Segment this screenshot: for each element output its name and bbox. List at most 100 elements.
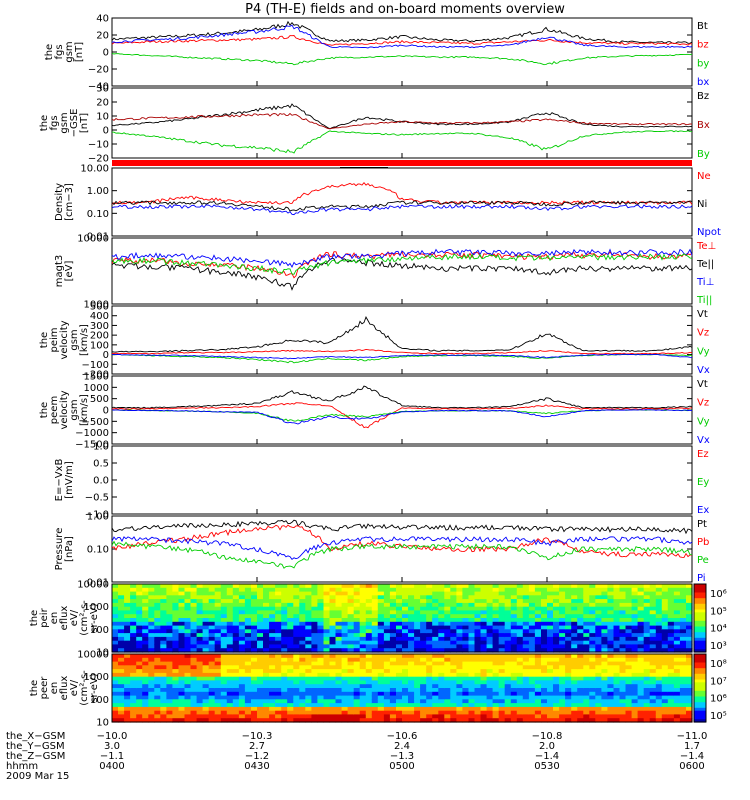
- spectrogram-cell: [607, 695, 614, 700]
- spectrogram-cell: [142, 606, 149, 612]
- spectrogram-cell: [172, 680, 179, 685]
- spectrogram-cell: [408, 718, 415, 723]
- spectrogram-cell: [329, 691, 337, 697]
- spectrogram-cell: [601, 672, 608, 678]
- spectrogram-cell: [124, 691, 131, 697]
- spectrogram-cell: [359, 633, 367, 638]
- spectrogram-cell: [251, 691, 258, 697]
- spectrogram-cell: [414, 684, 421, 689]
- spectrogram-cell: [420, 695, 427, 700]
- spectrogram-cell: [232, 648, 240, 653]
- spectrogram-cell: [281, 665, 288, 670]
- spectrogram-cell: [190, 691, 198, 697]
- spectrogram-cell: [377, 610, 385, 615]
- spectrogram-cell: [456, 672, 463, 678]
- spectrogram-cell: [377, 648, 385, 653]
- spectrogram-cell: [359, 688, 367, 693]
- spectrogram-cell: [148, 718, 155, 723]
- spectrogram-cell: [480, 610, 488, 615]
- spectrogram-cell: [420, 587, 427, 593]
- spectrogram-cell: [649, 636, 657, 642]
- spectrogram-cell: [468, 691, 476, 697]
- spectrogram-cell: [661, 691, 669, 697]
- spectrogram-cell: [492, 672, 500, 678]
- spectrogram-cell: [625, 614, 633, 619]
- spectrogram-cell: [553, 703, 560, 708]
- spectrogram-cell: [299, 648, 306, 653]
- spectrogram-cell: [118, 718, 125, 723]
- spectrogram-cell: [353, 714, 361, 719]
- spectrogram-cell: [365, 661, 373, 666]
- spectrogram-cell: [474, 640, 482, 646]
- colorbar-cell: [694, 615, 706, 619]
- spectrogram-cell: [154, 710, 161, 716]
- spectrogram-cell: [112, 665, 119, 670]
- spectrogram-cell: [408, 599, 415, 604]
- spectrogram-cell: [172, 691, 179, 697]
- spectrogram-cell: [577, 665, 584, 670]
- spectrogram-cell: [510, 618, 518, 623]
- spectrogram-cell: [414, 665, 421, 670]
- spectrogram-cell: [408, 648, 415, 653]
- spectrogram-cell: [492, 680, 500, 685]
- spectrogram-cell: [402, 661, 409, 666]
- spectrogram-cell: [577, 610, 584, 615]
- spectrogram-cell: [468, 633, 476, 638]
- spectrogram-cell: [450, 691, 457, 697]
- spectrogram-cell: [238, 710, 246, 716]
- spectrogram-cell: [480, 633, 488, 638]
- spectrogram-cell: [414, 625, 421, 630]
- spectrogram-cell: [305, 599, 312, 604]
- spectrogram-cell: [583, 640, 590, 646]
- spectrogram-cell: [577, 621, 584, 627]
- spectrogram-cell: [474, 695, 482, 700]
- spectrogram-cell: [269, 629, 276, 634]
- spectrogram-cell: [679, 621, 687, 627]
- spectrogram-cell: [220, 591, 228, 596]
- spectrogram-cell: [154, 636, 161, 642]
- spectrogram-cell: [226, 640, 234, 646]
- spectrogram-cell: [577, 636, 584, 642]
- spectrogram-cell: [528, 669, 536, 674]
- spectrogram-cell: [686, 625, 693, 630]
- spectrogram-cell: [142, 672, 149, 678]
- spectrogram-cell: [389, 644, 397, 649]
- spectrogram-cell: [263, 602, 270, 608]
- spectrogram-cell: [619, 606, 627, 612]
- spectrogram-cell: [323, 644, 331, 649]
- spectrogram-cell: [232, 684, 240, 689]
- spectrogram-cell: [450, 688, 457, 693]
- spectrogram-cell: [323, 710, 331, 716]
- spectrogram-cell: [655, 606, 663, 612]
- spectrogram-cell: [655, 640, 663, 646]
- spectrogram-cell: [474, 684, 482, 689]
- spectrogram-cell: [232, 680, 240, 685]
- spectrogram-cell: [444, 718, 451, 723]
- spectrogram-cell: [305, 584, 312, 589]
- spectrogram-cell: [577, 584, 584, 589]
- spectrogram-cell: [498, 665, 506, 670]
- spectrogram-cell: [154, 595, 161, 600]
- spectrogram-cell: [383, 665, 391, 670]
- spectrogram-cell: [184, 718, 192, 723]
- spectrogram-cell: [601, 676, 608, 682]
- spectrogram-cell: [329, 661, 337, 666]
- spectrogram-cell: [534, 714, 542, 719]
- spectrogram-cell: [305, 610, 312, 615]
- spectrogram-cell: [480, 621, 488, 627]
- spectrogram-cell: [686, 718, 693, 723]
- y-axis-label-line: [nPa]: [64, 536, 75, 562]
- spectrogram-cell: [619, 691, 627, 697]
- y-tick-label: −1500: [75, 440, 109, 451]
- spectrogram-cell: [528, 587, 536, 593]
- spectrogram-cell: [686, 699, 693, 704]
- spectrogram-cell: [619, 703, 627, 708]
- spectrogram-cell: [673, 633, 681, 638]
- spectrogram-cell: [257, 606, 264, 612]
- spectrogram-cell: [389, 584, 397, 589]
- spectrogram-cell: [281, 629, 288, 634]
- y-axis-label-line: gsm: [69, 329, 80, 350]
- spectrogram-cell: [589, 606, 596, 612]
- spectrogram-cell: [480, 614, 488, 619]
- spectrogram-cell: [661, 606, 669, 612]
